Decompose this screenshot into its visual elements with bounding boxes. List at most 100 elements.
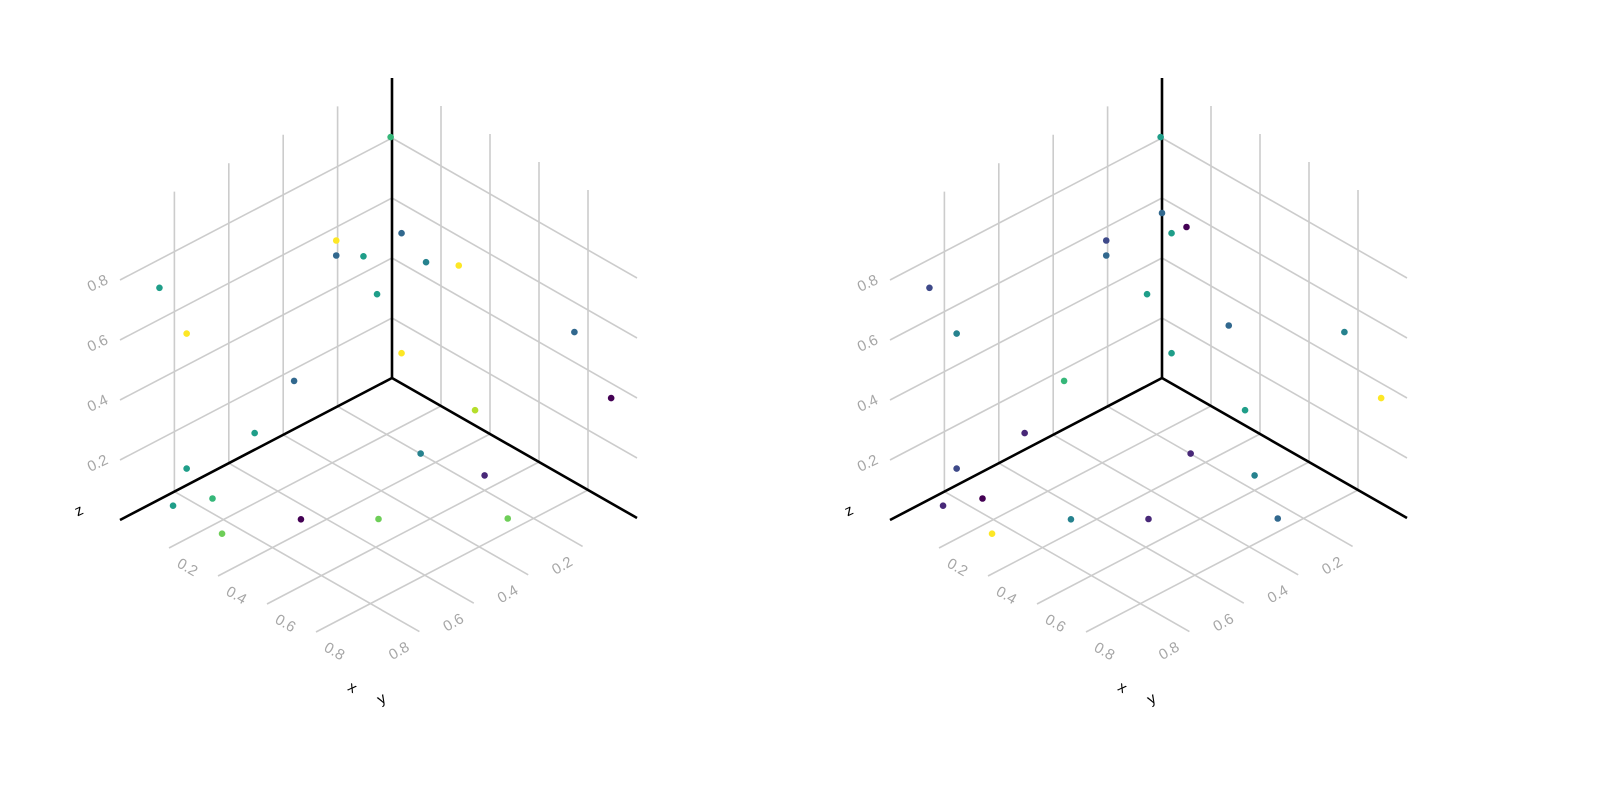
left-3d-scatter-panel: 0.2 0.2 0.2 0.4 0.4 0.4 0.6 0.6 0.6 0.8 0.8 0.8 xy z: [72, 78, 638, 708]
scatter-point: [1168, 229, 1175, 237]
wall-gridline-z-xz: [391, 257, 638, 399]
x-tick-label: 0.6: [1042, 611, 1069, 636]
scatter-point: [375, 515, 382, 523]
scatter-point: [953, 330, 960, 337]
floor-gridline-y: [1052, 434, 1299, 576]
floor-gridline-y: [228, 462, 475, 604]
wall-gridline-z-yz: [119, 197, 393, 341]
scatter-point: [504, 515, 512, 522]
x-axis-line: [391, 376, 638, 520]
floor-gridline-x: [1085, 489, 1359, 633]
floor-gridline-x: [938, 405, 1212, 549]
scatter-point: [373, 290, 381, 298]
scatter-point: [1060, 377, 1068, 385]
scatter-point: [1067, 516, 1075, 523]
z-tick-label: 0.8: [85, 271, 111, 295]
y-tick-label: 0.6: [440, 610, 467, 635]
scatter-point: [1102, 252, 1110, 259]
wall-gridline-z-xz: [391, 317, 638, 459]
scatter-point: [398, 349, 405, 357]
scatter-point: [1183, 223, 1190, 231]
floor-gridline-y: [282, 434, 529, 576]
scatter-point: [1143, 290, 1151, 298]
scatter-point: [481, 472, 488, 479]
scatter-point: [988, 530, 996, 537]
wall-gridline-z-yz: [119, 317, 393, 461]
y-axis-label: y: [374, 689, 389, 708]
z-tick-label: 0.6: [855, 331, 881, 355]
scatter-point: [290, 377, 298, 385]
floor-gridline-x: [168, 405, 442, 549]
scatter-point: [209, 495, 216, 502]
scatter-point: [1241, 406, 1249, 414]
floor-gridline-x: [987, 433, 1261, 577]
wall-gridline-z-yz: [889, 317, 1163, 461]
y-axis-line: [119, 376, 393, 522]
floor-gridline-y: [337, 405, 583, 548]
scatter-point: [1377, 394, 1385, 402]
z-tick-label: 0.6: [85, 331, 111, 355]
y-axis-label: y: [1144, 689, 1159, 708]
scatter-point: [953, 465, 960, 472]
z-axis-label: z: [72, 502, 86, 521]
scatter-point: [387, 133, 394, 141]
scatter-point: [471, 406, 479, 414]
scatter-point: [1341, 328, 1348, 336]
scatter-point: [169, 502, 177, 510]
x-tick-label: 0.4: [993, 583, 1020, 608]
floor-gridline-x: [266, 461, 540, 605]
scatter-point: [1145, 515, 1152, 523]
right-3d-scatter-panel: 0.2 0.2 0.2 0.4 0.4 0.4 0.6 0.6 0.6 0.8 0.8 0.8 xy z: [842, 78, 1408, 708]
wall-gridline-z-xz: [391, 137, 638, 279]
z-tick-label: 0.4: [855, 391, 881, 415]
scatter-point: [332, 237, 340, 244]
wall-gridline-z-xz: [1161, 197, 1408, 339]
scatter-point: [417, 450, 424, 457]
scatter-point: [218, 530, 226, 537]
x-tick-label: 0.2: [174, 555, 201, 580]
wall-gridline-z-yz: [889, 197, 1163, 341]
scatter-point: [360, 252, 367, 260]
scatter-point: [183, 465, 190, 472]
y-tick-label: 0.4: [1265, 582, 1292, 607]
x-tick-label: 0.6: [272, 611, 299, 636]
x-tick-label: 0.4: [223, 583, 250, 608]
scatter-point: [156, 284, 163, 292]
y-tick-label: 0.4: [495, 582, 522, 607]
scatter-point: [422, 258, 430, 266]
z-tick-label: 0.8: [855, 271, 881, 295]
scatter-point: [571, 328, 578, 336]
wall-gridline-z-yz: [119, 257, 393, 401]
y-tick-label: 0.8: [1156, 639, 1183, 664]
floor-gridline-x: [1036, 461, 1310, 605]
floor-gridline-x: [315, 489, 589, 633]
scatter-point: [1274, 515, 1282, 522]
x-axis-label: x: [345, 679, 360, 698]
scatter-point: [398, 229, 405, 237]
scatter-point: [1157, 133, 1164, 141]
scatter-point: [1102, 237, 1110, 244]
x-tick-label: 0.8: [321, 639, 348, 664]
scatter-point: [1168, 349, 1175, 357]
scatter-point: [1187, 450, 1194, 457]
wall-gridline-z-yz: [889, 257, 1163, 401]
x-tick-label: 0.2: [944, 555, 971, 580]
scatter-point: [332, 252, 340, 259]
z-tick-label: 0.2: [85, 451, 111, 475]
scatter-point: [455, 262, 463, 269]
scatter-point: [183, 330, 190, 337]
scatter-point: [1251, 472, 1258, 479]
wall-gridline-z-xz: [391, 197, 638, 339]
y-tick-label: 0.6: [1210, 610, 1237, 635]
x-tick-label: 0.8: [1091, 639, 1118, 664]
z-tick-label: 0.2: [855, 451, 881, 475]
y-axis-line: [889, 376, 1163, 522]
z-tick-label: 0.4: [85, 391, 111, 415]
wall-gridline-z-yz: [889, 137, 1163, 281]
y-tick-label: 0.8: [386, 639, 413, 664]
floor-gridline-x: [217, 433, 491, 577]
scatter-point: [939, 502, 947, 510]
x-axis-line: [1161, 376, 1408, 520]
wall-gridline-z-xz: [1161, 257, 1408, 399]
